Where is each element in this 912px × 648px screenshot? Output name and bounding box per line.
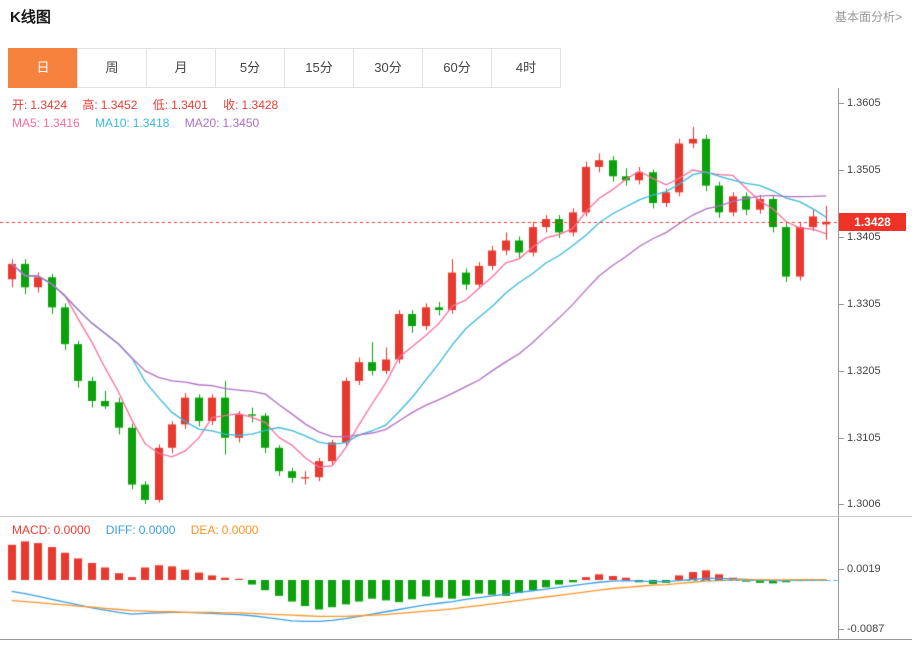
candlestick-chart: 开: 1.3424 高: 1.3452 低: 1.3401 收: 1.3428 MA5:… [0, 88, 912, 516]
price-axis-label: 1.3006 [847, 498, 881, 510]
dea-value: 0.0000 [221, 523, 259, 537]
price-axis-tick [839, 304, 844, 305]
macd-panel: MACD: 0.0000 DIFF: 0.0000 DEA: 0.0000 0.001… [0, 516, 912, 640]
macd-axis-label: -0.0087 [847, 623, 885, 635]
price-axis-tick [839, 371, 844, 372]
macd-info: MACD: 0.0000 DIFF: 0.0000 DEA: 0.0000 [12, 523, 270, 537]
diff-label: DIFF: [105, 523, 136, 537]
ma5-value: 1.3416 [43, 116, 80, 130]
macd-axis-label: 0.0019 [847, 563, 881, 575]
tab-5min[interactable]: 5分 [215, 48, 285, 88]
diff-value: 0.0000 [138, 523, 176, 537]
price-axis-label: 1.3105 [847, 432, 881, 444]
header: K线图 基本面分析> [0, 0, 912, 32]
page-title: K线图 [10, 8, 51, 26]
macd-axis: 0.0019 -0.0087 [838, 517, 911, 639]
tab-4hour[interactable]: 4时 [491, 48, 561, 88]
price-axis-label: 1.3305 [847, 298, 881, 310]
close-value: 1.3428 [241, 98, 279, 112]
price-axis-label: 1.3605 [847, 97, 881, 109]
high-label: 高: [82, 98, 98, 112]
price-axis-tick [839, 504, 844, 505]
close-label: 收: [223, 98, 239, 112]
price-axis-tick [839, 103, 844, 104]
macd-canvas[interactable] [0, 517, 838, 639]
macd-axis-tick [839, 629, 844, 630]
fundamental-analysis-link[interactable]: 基本面分析> [834, 9, 902, 24]
tab-month[interactable]: 月 [146, 48, 216, 88]
ma10-label: MA10: [95, 116, 130, 130]
ma10-value: 1.3418 [132, 116, 170, 130]
tab-day[interactable]: 日 [8, 48, 78, 88]
ma20-label: MA20: [184, 116, 220, 130]
price-axis-tick [839, 170, 844, 171]
tab-15min[interactable]: 15分 [284, 48, 354, 88]
macd-value: 0.0000 [53, 523, 91, 537]
price-axis: 1.3605 1.3505 1.3405 1.3305 1.3205 1.3105 1.30… [838, 88, 911, 516]
open-value: 1.3424 [30, 98, 68, 112]
high-value: 1.3452 [100, 98, 138, 112]
price-axis-label: 1.3505 [847, 164, 881, 176]
ma5-label: MA5: [12, 116, 41, 130]
open-label: 开: [12, 98, 28, 112]
tab-60min[interactable]: 60分 [422, 48, 492, 88]
ma20-value: 1.3450 [222, 116, 260, 130]
tab-30min[interactable]: 30分 [353, 48, 423, 88]
low-label: 低: [152, 98, 169, 112]
tab-week[interactable]: 周 [77, 48, 147, 88]
ma-info: MA5: 1.3416 MA10: 1.3418 MA20: 1.3450 [12, 116, 271, 130]
low-value: 1.3401 [171, 98, 208, 112]
price-axis-label: 1.3405 [847, 231, 881, 243]
timeframe-tabs: 日周月 5分 15分 30分 60分 4时 [0, 48, 912, 88]
price-axis-label: 1.3205 [847, 365, 881, 377]
price-axis-tick [839, 237, 844, 238]
price-canvas[interactable] [0, 88, 838, 516]
current-price-tag: 1.3428 [839, 213, 906, 231]
price-axis-tick [839, 438, 844, 439]
macd-axis-tick [839, 569, 844, 570]
ohlc-info: 开: 1.3424 高: 1.3452 低: 1.3401 收: 1.3428 [12, 96, 290, 113]
dea-label: DEA: [190, 523, 219, 537]
macd-label: MACD: [12, 523, 51, 537]
